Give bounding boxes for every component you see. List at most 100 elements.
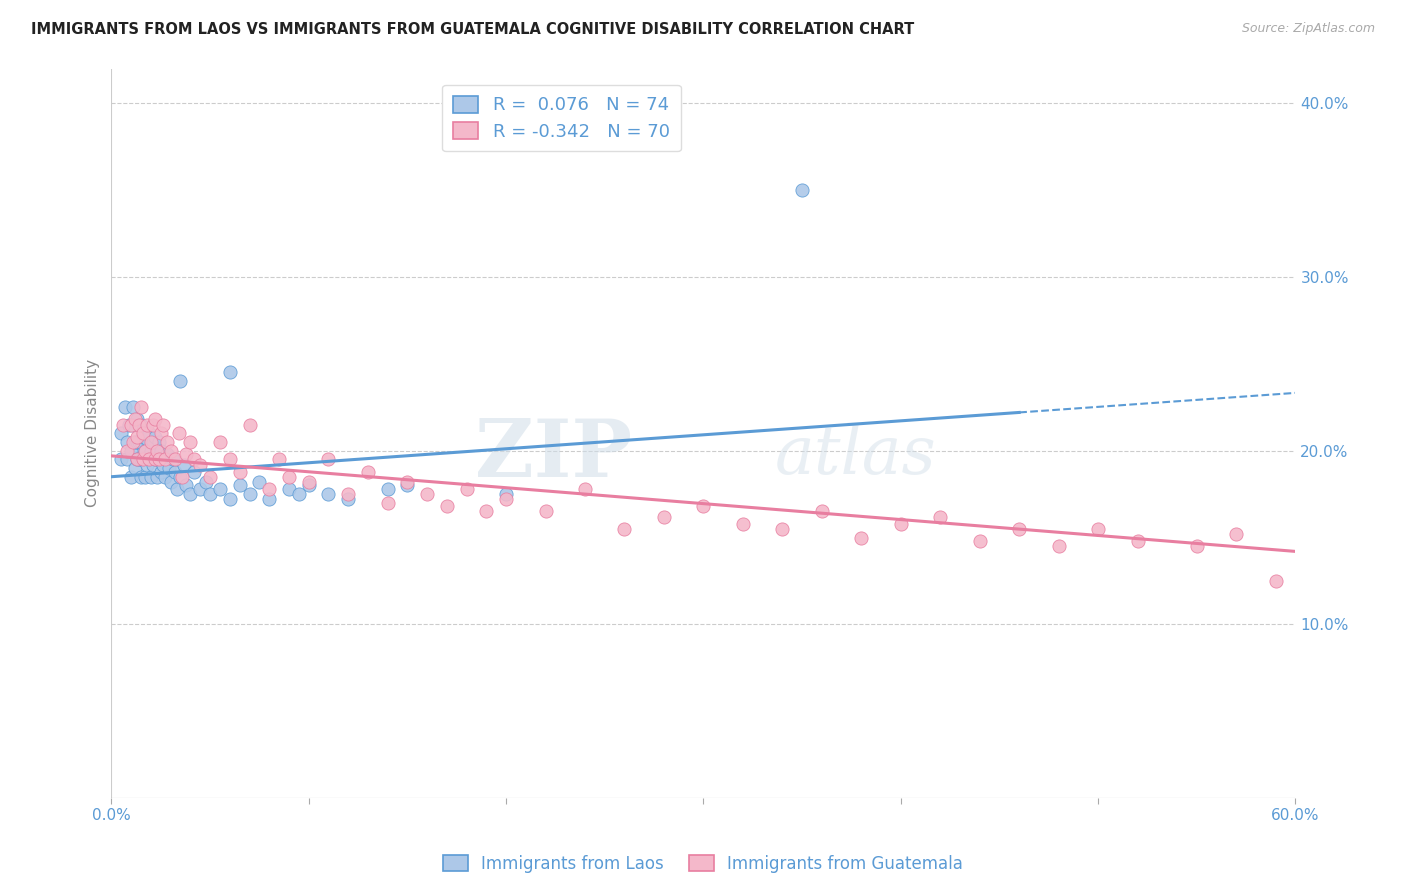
Point xyxy=(377,496,399,510)
Point xyxy=(176,447,198,461)
Y-axis label: Cognitive Disability: Cognitive Disability xyxy=(86,359,100,508)
Point xyxy=(169,469,191,483)
Point xyxy=(125,430,148,444)
Point xyxy=(139,434,162,449)
Point xyxy=(969,533,991,548)
Point xyxy=(169,374,191,388)
Point xyxy=(195,475,218,489)
Point xyxy=(110,426,132,441)
Text: IMMIGRANTS FROM LAOS VS IMMIGRANTS FROM GUATEMALA COGNITIVE DISABILITY CORRELATI: IMMIGRANTS FROM LAOS VS IMMIGRANTS FROM … xyxy=(31,22,914,37)
Point xyxy=(176,478,198,492)
Point xyxy=(128,434,150,449)
Point xyxy=(475,504,498,518)
Point xyxy=(1008,522,1031,536)
Point xyxy=(218,492,240,507)
Point xyxy=(132,426,155,441)
Point xyxy=(269,452,291,467)
Point xyxy=(129,469,152,483)
Point xyxy=(396,478,419,492)
Point xyxy=(259,492,281,507)
Point xyxy=(139,469,162,483)
Point xyxy=(163,465,186,479)
Point xyxy=(138,426,160,441)
Point xyxy=(166,482,188,496)
Point xyxy=(129,434,152,449)
Point xyxy=(249,475,271,489)
Point xyxy=(136,432,159,446)
Point xyxy=(396,475,419,489)
Point xyxy=(132,452,155,467)
Point xyxy=(298,475,321,489)
Point xyxy=(188,458,211,472)
Point xyxy=(136,417,159,432)
Point xyxy=(298,478,321,492)
Point xyxy=(228,478,250,492)
Point xyxy=(114,401,136,415)
Point xyxy=(172,469,194,483)
Point xyxy=(238,417,260,432)
Point xyxy=(731,516,754,531)
Point xyxy=(1087,522,1109,536)
Point xyxy=(146,443,169,458)
Point xyxy=(436,500,458,514)
Point xyxy=(811,504,834,518)
Point xyxy=(134,443,156,458)
Point xyxy=(208,482,231,496)
Point xyxy=(790,183,813,197)
Point xyxy=(124,461,146,475)
Point xyxy=(183,465,205,479)
Point xyxy=(208,434,231,449)
Point xyxy=(238,487,260,501)
Point xyxy=(115,443,138,458)
Point xyxy=(456,482,478,496)
Point xyxy=(115,452,138,467)
Point xyxy=(148,452,170,467)
Point xyxy=(132,430,155,444)
Point xyxy=(1047,539,1070,553)
Text: atlas: atlas xyxy=(775,423,936,488)
Point xyxy=(122,401,145,415)
Point xyxy=(153,469,176,483)
Point xyxy=(134,443,156,458)
Point xyxy=(152,458,174,472)
Point xyxy=(125,412,148,426)
Point xyxy=(167,426,190,441)
Point xyxy=(929,509,952,524)
Point xyxy=(129,417,152,432)
Point xyxy=(149,426,172,441)
Point xyxy=(122,434,145,449)
Point xyxy=(318,487,340,501)
Point xyxy=(143,430,166,444)
Point xyxy=(152,417,174,432)
Point xyxy=(149,465,172,479)
Point xyxy=(851,531,873,545)
Point xyxy=(138,452,160,467)
Point xyxy=(142,458,165,472)
Point xyxy=(156,447,179,461)
Point xyxy=(118,417,141,432)
Point xyxy=(228,465,250,479)
Point xyxy=(1185,539,1208,553)
Point xyxy=(129,452,152,467)
Point xyxy=(112,417,135,432)
Point xyxy=(495,487,517,501)
Point xyxy=(142,417,165,432)
Point xyxy=(574,482,596,496)
Point xyxy=(495,492,517,507)
Point xyxy=(652,509,675,524)
Point xyxy=(770,522,793,536)
Point xyxy=(128,417,150,432)
Point xyxy=(115,434,138,449)
Point xyxy=(1126,533,1149,548)
Text: ZIP: ZIP xyxy=(475,417,633,494)
Point xyxy=(613,522,636,536)
Point xyxy=(337,492,360,507)
Point xyxy=(146,452,169,467)
Point xyxy=(125,434,148,449)
Text: Source: ZipAtlas.com: Source: ZipAtlas.com xyxy=(1241,22,1375,36)
Point xyxy=(159,443,181,458)
Point xyxy=(128,452,150,467)
Point xyxy=(125,452,148,467)
Point xyxy=(218,366,240,380)
Point xyxy=(183,452,205,467)
